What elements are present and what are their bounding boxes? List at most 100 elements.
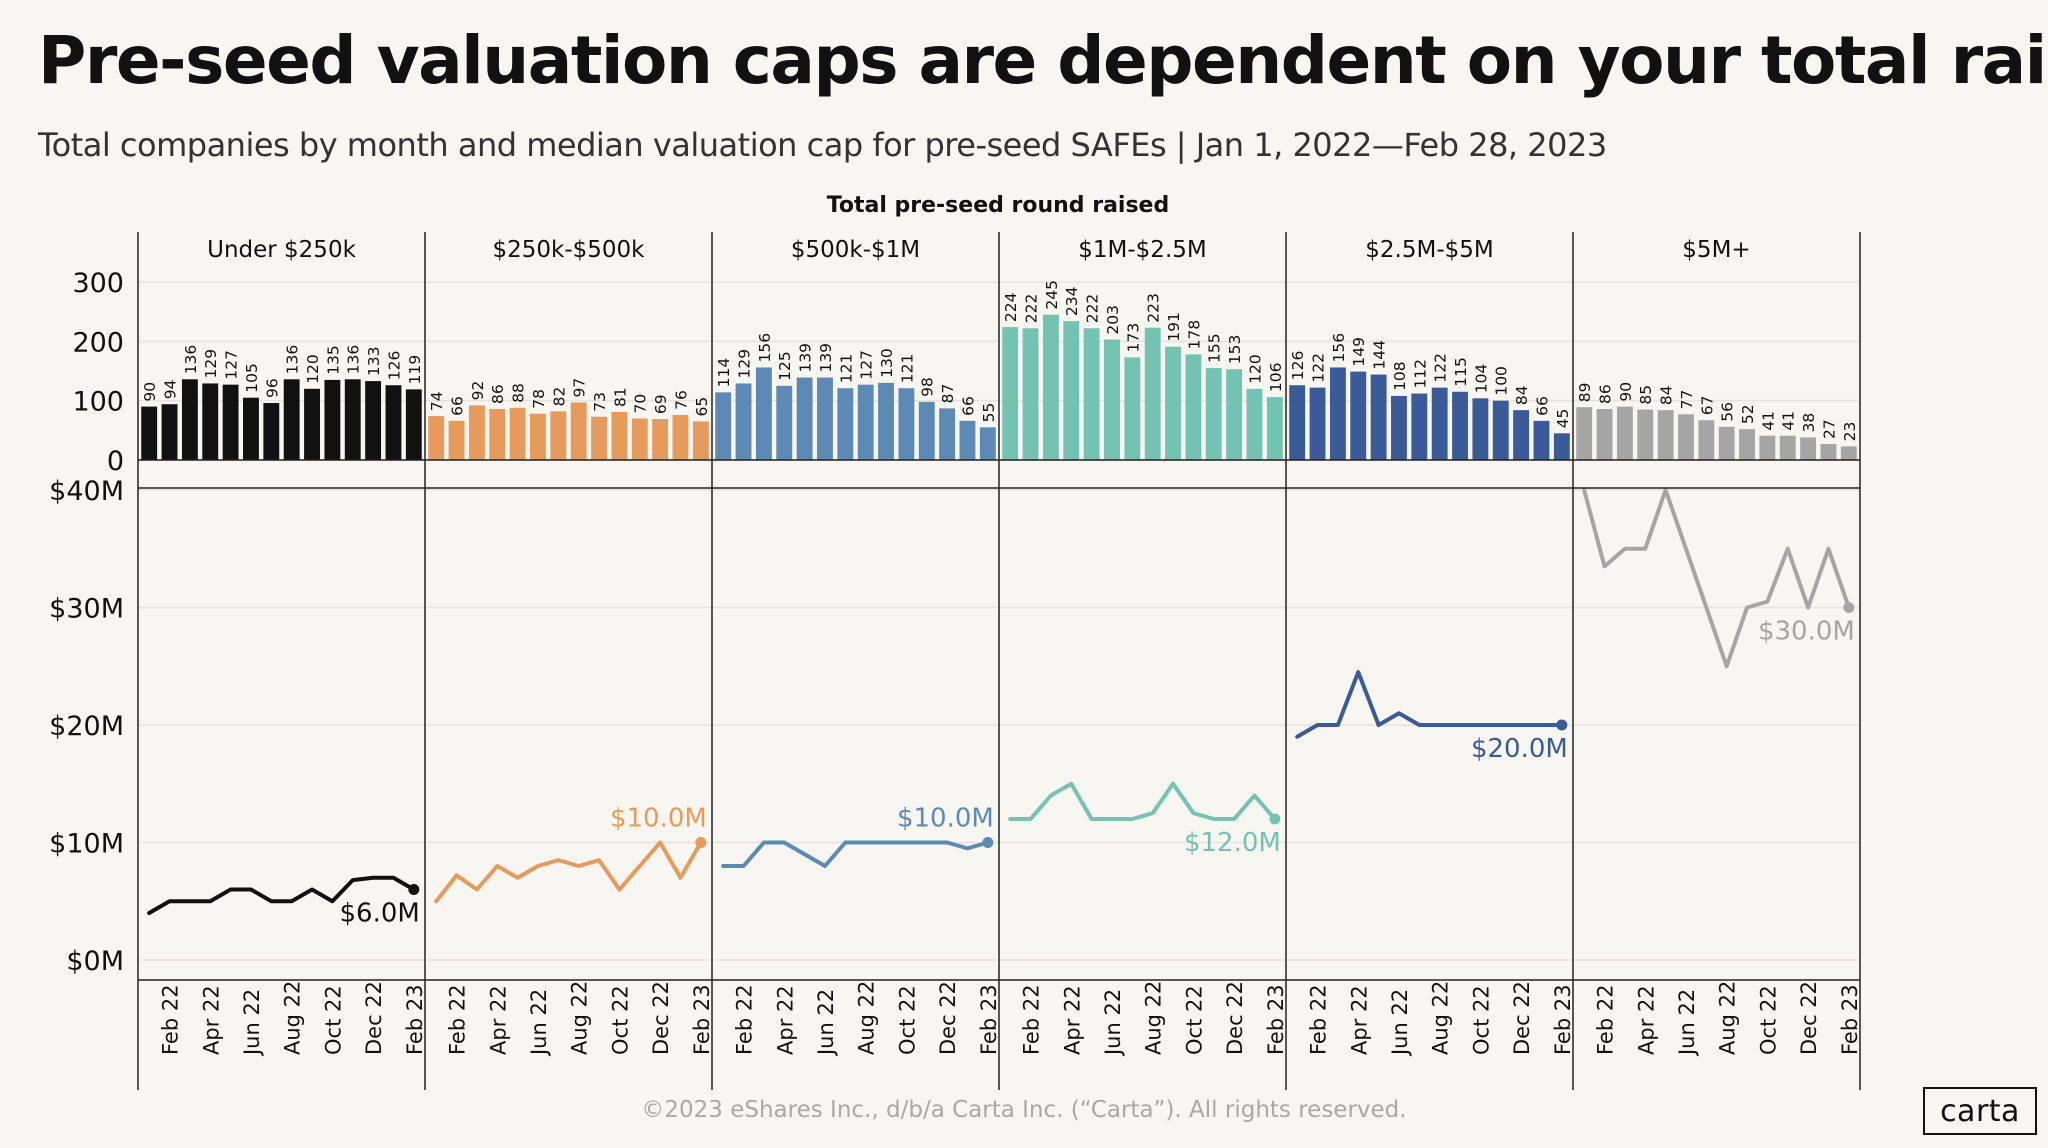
count-bar [1472, 398, 1489, 460]
count-bar [1431, 387, 1448, 460]
facet-label: Total pre-seed round raised [827, 193, 1169, 218]
bar-value-label: 66 [1533, 396, 1551, 416]
count-bar [857, 384, 874, 460]
count-bar [468, 405, 485, 460]
x-tick-label: Aug 22 [1716, 981, 1740, 1055]
x-tick-label: Apr 22 [1634, 985, 1658, 1055]
bar-value-label: 90 [1617, 382, 1635, 402]
bar-value-label: 222 [1084, 294, 1102, 324]
valuation-endpoint [1843, 602, 1855, 613]
x-tick-label: Feb 23 [977, 984, 1001, 1055]
count-bar [1289, 385, 1306, 460]
bar-value-label: 105 [243, 363, 261, 393]
x-tick-label: Feb 22 [159, 984, 183, 1055]
bar-axis-tick-label: 300 [72, 268, 124, 299]
bar-value-label: 133 [365, 346, 383, 376]
count-bar [1657, 410, 1674, 460]
bar-value-label: 127 [858, 350, 876, 380]
bar-value-label: 126 [385, 351, 403, 381]
count-bar [918, 401, 935, 460]
x-tick-label: Aug 22 [1142, 981, 1166, 1055]
count-bar [591, 416, 607, 460]
bar-value-label: 89 [1576, 382, 1594, 402]
count-bar [1391, 395, 1407, 460]
bar-value-label: 78 [530, 389, 548, 409]
count-bar [324, 379, 341, 460]
x-tick-label: Jun 22 [814, 989, 838, 1057]
bar-value-label: 38 [1800, 413, 1818, 433]
count-bar [243, 397, 259, 460]
bar-value-label: 144 [1371, 340, 1389, 370]
count-bar [1104, 339, 1120, 460]
bar-value-label: 100 [1493, 366, 1511, 396]
count-bar [692, 421, 709, 460]
count-bar [979, 427, 996, 460]
carta-logo: carta [1923, 1087, 2037, 1135]
bar-value-label: 94 [162, 379, 180, 399]
count-bar [1144, 327, 1161, 460]
count-bar [1678, 414, 1694, 460]
bar-value-label: 191 [1165, 312, 1183, 342]
count-bar [1185, 354, 1202, 460]
valuation-endpoint [408, 884, 420, 895]
valuation-end-label: $12.0M [1184, 828, 1281, 858]
bar-value-label: 122 [1310, 353, 1328, 383]
count-bar [755, 367, 772, 460]
count-bar [1205, 368, 1222, 460]
count-bar [489, 408, 506, 460]
valuation-line [721, 840, 990, 868]
valuation-line [1295, 670, 1564, 739]
line-axis-tick-label: $10M [49, 829, 124, 860]
panel-header: $500k-$1M [791, 237, 920, 263]
count-bar [1452, 391, 1468, 460]
valuation-line [1582, 488, 1851, 669]
bar-value-label: 203 [1104, 305, 1122, 335]
bar-value-label: 66 [449, 396, 467, 416]
bar-value-label: 234 [1063, 287, 1081, 317]
count-bar [1759, 435, 1776, 460]
bar-value-label: 84 [1658, 385, 1676, 405]
line-axis-tick-label: $40M [49, 476, 124, 507]
valuation-endpoint [1269, 813, 1281, 825]
bar-value-label: 69 [652, 394, 670, 414]
bar-value-label: 81 [611, 387, 629, 407]
x-tick-label: Oct 22 [895, 985, 919, 1055]
count-bar [1616, 406, 1633, 460]
panel-header: $250k-$500k [492, 237, 645, 263]
panel-header: $1M-$2.5M [1078, 237, 1206, 263]
count-bar [652, 419, 669, 460]
bar-value-label: 84 [1513, 385, 1531, 405]
count-bar [550, 411, 567, 460]
bar-value-label: 86 [489, 384, 507, 404]
count-bar [1533, 420, 1550, 460]
count-bar [672, 414, 689, 460]
x-tick-label: Jun 22 [1675, 989, 1699, 1057]
x-tick-label: Apr 22 [199, 985, 223, 1055]
panel-header: Under $250k [207, 237, 356, 263]
valuation-end-label: $10.0M [610, 804, 707, 834]
bar-value-label: 121 [837, 354, 855, 384]
count-bar [161, 404, 178, 460]
panel-header: $2.5M-$5M [1365, 237, 1493, 263]
x-tick-label: Dec 22 [649, 981, 673, 1055]
count-bar [283, 379, 300, 460]
bar-value-label: 130 [878, 348, 896, 378]
count-bar [1698, 420, 1715, 460]
valuation-line [147, 875, 416, 915]
chart-subtitle: Total companies by month and median valu… [38, 126, 1607, 164]
count-bar [1596, 408, 1613, 460]
bar-value-label: 41 [1759, 411, 1777, 431]
bar-value-label: 173 [1124, 323, 1142, 353]
count-bar [1800, 437, 1817, 460]
count-bar [1329, 367, 1346, 460]
count-bar [405, 389, 422, 460]
count-bar [1637, 409, 1654, 460]
count-bar [1246, 388, 1263, 460]
x-tick-label: Jun 22 [240, 989, 264, 1057]
bar-value-label: 115 [1452, 357, 1470, 387]
count-bar [1411, 393, 1428, 460]
bar-value-label: 82 [550, 387, 568, 407]
count-bar [448, 420, 465, 460]
count-bar [796, 377, 813, 460]
count-bar [1266, 397, 1283, 460]
